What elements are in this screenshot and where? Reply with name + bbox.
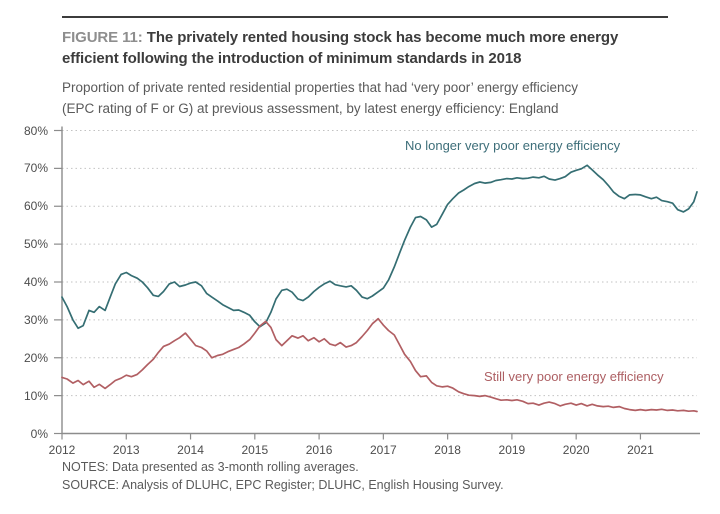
series-label-still-very-poor: Still very poor energy efficiency (484, 369, 664, 384)
figure-number-label: FIGURE 11: (62, 29, 143, 46)
y-tick-label-60%: 60% (23, 199, 48, 214)
series-line-0 (61, 164, 698, 330)
title-text-1: The privately rented housing stock has b… (146, 29, 619, 46)
x-tick-label-2019: 2019 (498, 442, 526, 457)
subtitle-line-1: Proportion of private rented residential… (62, 80, 579, 95)
y-tick-label-80%: 80% (23, 123, 48, 138)
y-tick-label-50%: 50% (23, 237, 48, 252)
y-tick-label-20%: 20% (23, 350, 48, 365)
y-tick-label-30%: 30% (23, 312, 48, 327)
subtitle-line-2: (EPC rating of F or G) at previous asses… (62, 101, 559, 116)
chart-subtitle: Proportion of private rented residential… (62, 77, 712, 119)
figure-title-line-2: efficient following the introduction of … (62, 50, 522, 67)
x-tick-label-2012: 2012 (48, 442, 76, 457)
top-rule (62, 16, 668, 18)
x-tick-label-2016: 2016 (305, 442, 333, 457)
series-label-no-longer-very-poor: No longer very poor energy efficiency (405, 138, 621, 153)
x-tick-label-2013: 2013 (112, 442, 140, 457)
x-tick-label-2015: 2015 (241, 442, 269, 457)
series-line-1 (61, 317, 698, 413)
figure-title-line-1: FIGURE 11: The privately rented housing … (62, 27, 702, 48)
y-tick-label-10%: 10% (23, 388, 48, 403)
x-tick-label-2014: 2014 (177, 442, 204, 457)
figure-title: FIGURE 11: The privately rented housing … (62, 27, 702, 69)
notes-line: NOTES: Data presented as 3-month rolling… (62, 460, 359, 474)
y-tick-label-0%: 0% (30, 426, 48, 441)
x-tick-label-2018: 2018 (434, 442, 461, 457)
y-tick-label-40%: 40% (23, 275, 48, 289)
y-tick-label-70%: 70% (23, 161, 48, 176)
chart-notes-source: NOTES: Data presented as 3-month rolling… (62, 458, 504, 494)
x-tick-label-2021: 2021 (627, 442, 654, 457)
source-line: SOURCE: Analysis of DLUHC, EPC Register;… (62, 478, 504, 492)
x-tick-label-2020: 2020 (562, 442, 590, 457)
x-tick-label-2017: 2017 (369, 442, 397, 457)
